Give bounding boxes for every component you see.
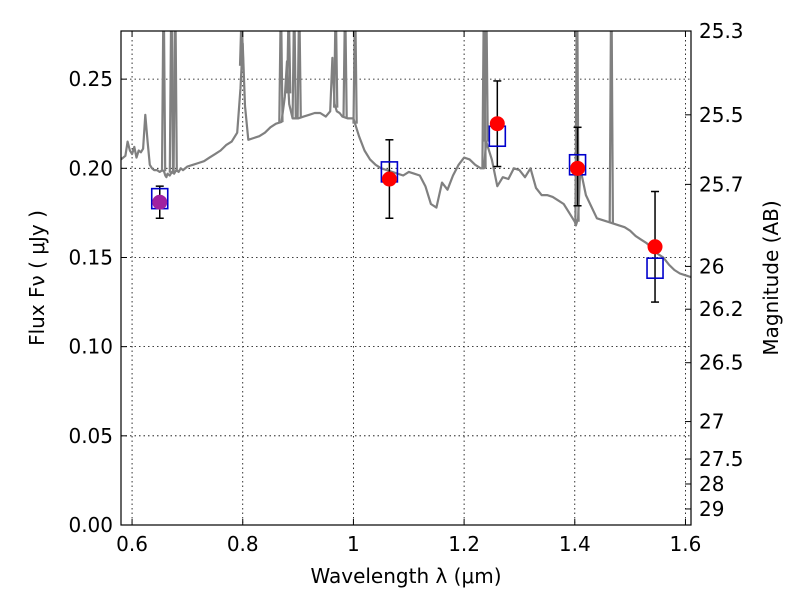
y2-tick-label: 25.7 [699,172,744,196]
y-tick-label: 0.10 [68,335,113,359]
grid [121,31,691,526]
y-tick-label: 0.20 [68,156,113,180]
spectrum-emission-line [608,31,614,223]
x-tick-label: 1 [347,532,360,556]
spectrum-emission-line [160,31,167,172]
spectrum-emission-line [342,31,348,118]
x-axis-title: Wavelength λ (μm) [310,564,501,588]
spectrum-emission-line [333,31,339,108]
y2-tick-label: 26.5 [699,351,744,375]
model-spectrum [121,31,691,279]
spectrum-emission-line [291,31,297,119]
y2-axis-title: Magnitude (AB) [759,200,783,355]
error-bars [155,80,660,303]
observed-point [152,194,168,210]
spectrum-emission-line [286,31,292,94]
observed-point [647,239,663,255]
plot-frame [120,30,692,526]
y2-tick-label: 28 [699,472,724,496]
observed-point [489,116,505,132]
x-tick-label: 0.8 [227,532,259,556]
x-tick-label: 0.6 [116,532,148,556]
spectrum-emission-line [352,31,358,124]
model-square [646,257,664,279]
x-tick-label: 1.2 [448,532,480,556]
y-axis-left: 0.00 0.05 0.10 0.15 0.20 0.25 [68,67,127,537]
observed-points [152,116,663,255]
spectrum-emission-line [168,31,175,173]
y2-tick-label: 25.3 [699,19,744,43]
spectrum-emission-line [172,31,178,172]
y2-tick-label: 25.5 [699,103,744,127]
y-tick-label: 0.15 [68,245,113,269]
y2-tick-label: 27 [699,410,724,434]
x-tick-label: 1.6 [670,532,702,556]
spectrum-emission-line [574,31,580,222]
y2-tick-label: 29 [699,497,724,521]
spectrum-emission-line [238,31,245,66]
x-axis: 0.6 0.8 1 1.2 1.4 1.6 [116,31,701,556]
spectrum-continuum [121,42,691,279]
y2-tick-label: 26 [699,254,724,278]
spectrum-emission-line [296,31,302,119]
y-tick-label: 0.25 [68,67,113,91]
y-tick-label: 0.00 [68,513,113,537]
observed-point [570,160,586,176]
spectrum-emission-line [483,31,489,142]
y-axis-title: Flux Fν ( μJy ) [25,210,49,346]
y-tick-label: 0.05 [68,424,113,448]
observed-point [381,171,397,187]
y2-tick-label: 27.5 [699,447,744,471]
model-photometry-squares [150,125,664,279]
x-tick-label: 1.4 [559,532,591,556]
y2-tick-label: 26.2 [699,297,744,321]
spectrum-emission-line [278,31,284,123]
